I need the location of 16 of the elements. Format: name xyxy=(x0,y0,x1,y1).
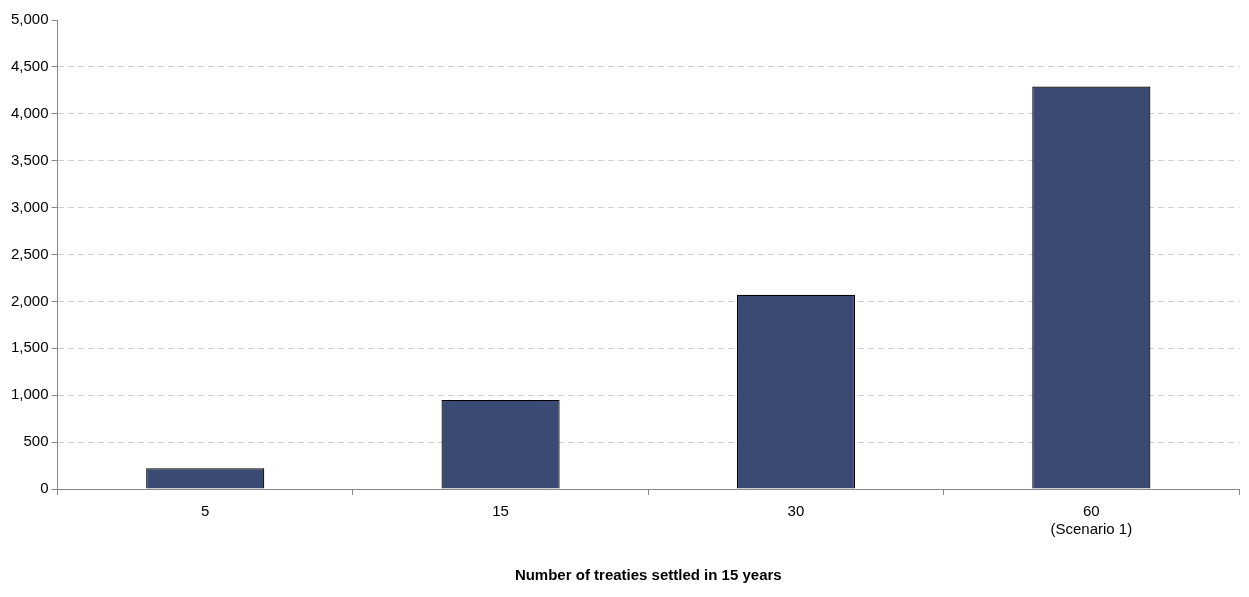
x-tick-label: 60 (Scenario 1) xyxy=(1050,502,1133,538)
x-tick-label: 5 xyxy=(201,502,210,520)
y-tick-label: 4,500 xyxy=(10,57,49,75)
y-tick-label: 2,000 xyxy=(10,291,49,309)
y-tick-label: 0 xyxy=(40,479,49,497)
y-tick-label: 500 xyxy=(23,432,49,450)
x-tick-label: 15 xyxy=(492,502,509,520)
y-tick-label: 2,500 xyxy=(10,244,49,262)
y-tick-label: 1,500 xyxy=(10,338,49,356)
y-tick-label: 4,000 xyxy=(10,103,49,121)
y-tick-label: 5,000 xyxy=(10,10,49,28)
x-tick-label: 30 xyxy=(787,502,805,520)
y-tick-label: 3,000 xyxy=(10,197,49,215)
y-tick-label: 1,000 xyxy=(10,385,49,403)
y-tick-label: 3,500 xyxy=(10,150,49,168)
x-axis-title: Number of treaties settled in 15 years xyxy=(514,566,782,584)
